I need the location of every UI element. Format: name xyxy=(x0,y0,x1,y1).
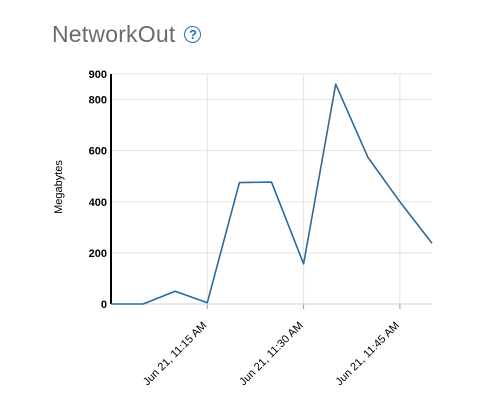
widget-header: NetworkOut ? xyxy=(52,18,202,50)
page-title: NetworkOut xyxy=(52,20,176,47)
y-tick-label: 0 xyxy=(101,299,107,311)
series-line xyxy=(111,83,433,305)
y-tick-label: 400 xyxy=(89,197,107,209)
y-tick-label: 900 xyxy=(89,69,107,81)
x-tick-label: Jun 21, 11:45 AM xyxy=(334,320,402,388)
x-tick-label: Jun 21, 11:30 AM xyxy=(237,320,305,388)
y-tick-label: 600 xyxy=(89,146,107,158)
help-icon[interactable]: ? xyxy=(184,25,202,43)
y-tick-label: 800 xyxy=(89,95,107,107)
y-axis-label: Megabytes xyxy=(53,160,65,214)
x-tick-label: Jun 21, 11:15 AM xyxy=(141,320,209,388)
y-tick-label: 200 xyxy=(89,248,107,260)
